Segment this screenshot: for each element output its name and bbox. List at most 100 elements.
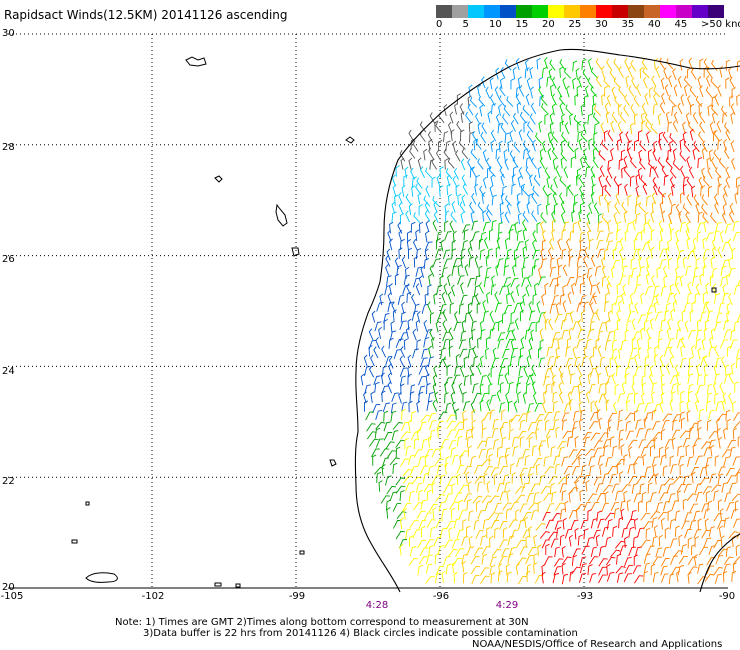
wind-barb xyxy=(676,483,686,493)
wind-barb xyxy=(509,130,514,142)
wind-barb xyxy=(670,228,675,240)
wind-barb xyxy=(551,93,557,106)
wind-barb xyxy=(400,311,406,323)
wind-barb xyxy=(462,410,467,422)
color-scale-label: 0 xyxy=(436,19,443,30)
wind-barb xyxy=(407,354,412,367)
wind-barb xyxy=(478,448,486,459)
wind-barb xyxy=(498,319,503,332)
wind-barb xyxy=(541,66,548,78)
wind-barb xyxy=(544,282,549,295)
wind-barb xyxy=(412,529,421,539)
wind-barb xyxy=(668,493,676,504)
wind-barb xyxy=(488,453,493,466)
wind-barb xyxy=(425,185,431,198)
wind-barb xyxy=(539,148,544,161)
wind-barb xyxy=(508,429,514,440)
wind-barb xyxy=(647,482,653,494)
wind-barb xyxy=(590,432,600,441)
wind-barb xyxy=(703,364,708,377)
wind-barb xyxy=(510,463,515,475)
wind-barb xyxy=(424,449,434,458)
wind-barb xyxy=(527,149,533,162)
wind-barb xyxy=(432,399,438,412)
wind-barb xyxy=(605,292,610,304)
wind-barb xyxy=(490,519,500,529)
wind-barb xyxy=(607,465,617,475)
wind-barb xyxy=(697,518,702,530)
wind-barb xyxy=(580,192,585,205)
wind-barb xyxy=(652,464,657,476)
wind-barb xyxy=(650,247,655,259)
wind-barb xyxy=(619,237,624,250)
wind-barb xyxy=(651,391,656,404)
wind-barb xyxy=(698,176,704,189)
wind-barb xyxy=(651,409,657,421)
wind-barb xyxy=(418,275,423,288)
wind-barb xyxy=(525,166,532,178)
wind-barb xyxy=(726,302,731,315)
wind-barb xyxy=(626,400,631,412)
wind-barb xyxy=(479,104,484,117)
wind-barb xyxy=(584,448,596,457)
wind-barb xyxy=(689,128,694,141)
wind-barb xyxy=(615,540,626,549)
wind-barb xyxy=(724,223,732,234)
wind-barb xyxy=(703,355,708,367)
island xyxy=(345,136,355,144)
wind-barb xyxy=(562,517,567,530)
wind-barb xyxy=(598,175,603,187)
wind-barb xyxy=(487,111,492,123)
wind-barb xyxy=(474,255,479,268)
wind-barb xyxy=(653,103,658,115)
wind-barb xyxy=(539,157,546,170)
wind-barb xyxy=(384,475,392,486)
wind-barb xyxy=(463,493,472,503)
wind-barb xyxy=(595,308,601,321)
wind-barb xyxy=(603,76,611,88)
wind-barb xyxy=(590,518,598,529)
wind-barb xyxy=(701,530,711,539)
wind-barb xyxy=(547,247,553,260)
wind-barb xyxy=(548,68,553,81)
wind-barb xyxy=(552,400,558,412)
wind-barb xyxy=(527,402,534,414)
wind-barb xyxy=(490,129,496,142)
wind-barb xyxy=(492,438,499,450)
wind-barb xyxy=(567,391,572,404)
wind-barb xyxy=(730,103,736,115)
wind-barb xyxy=(429,526,436,538)
wind-barb xyxy=(579,295,587,306)
wind-barb xyxy=(694,455,703,465)
wind-barb xyxy=(448,527,453,539)
wind-barb xyxy=(439,474,446,486)
wind-barb xyxy=(564,528,573,539)
wind-barb xyxy=(658,220,664,233)
wind-barb xyxy=(658,329,664,341)
wind-barb xyxy=(423,258,429,270)
wind-barb xyxy=(503,149,508,161)
wind-barb xyxy=(428,545,434,557)
wind-barb xyxy=(500,123,507,135)
wind-barb xyxy=(379,448,390,457)
wind-barb xyxy=(662,546,670,557)
wind-barb xyxy=(578,572,587,583)
wind-barb xyxy=(538,77,543,89)
wind-barb xyxy=(527,421,536,432)
wind-barb xyxy=(551,103,556,116)
wind-barb xyxy=(471,231,480,241)
wind-barb xyxy=(611,372,616,385)
wind-barb xyxy=(567,141,575,153)
wind-barb xyxy=(715,312,723,323)
wind-barb xyxy=(523,365,528,378)
wind-barb xyxy=(533,534,538,547)
wind-barb xyxy=(561,545,566,558)
wind-barb xyxy=(459,450,469,459)
wind-barb xyxy=(666,58,674,70)
wind-barb xyxy=(459,454,464,467)
wind-barb xyxy=(526,130,533,143)
wind-barb xyxy=(693,529,702,539)
wind-barb xyxy=(510,278,519,288)
wind-barb xyxy=(437,426,442,438)
wind-barb xyxy=(625,420,631,432)
